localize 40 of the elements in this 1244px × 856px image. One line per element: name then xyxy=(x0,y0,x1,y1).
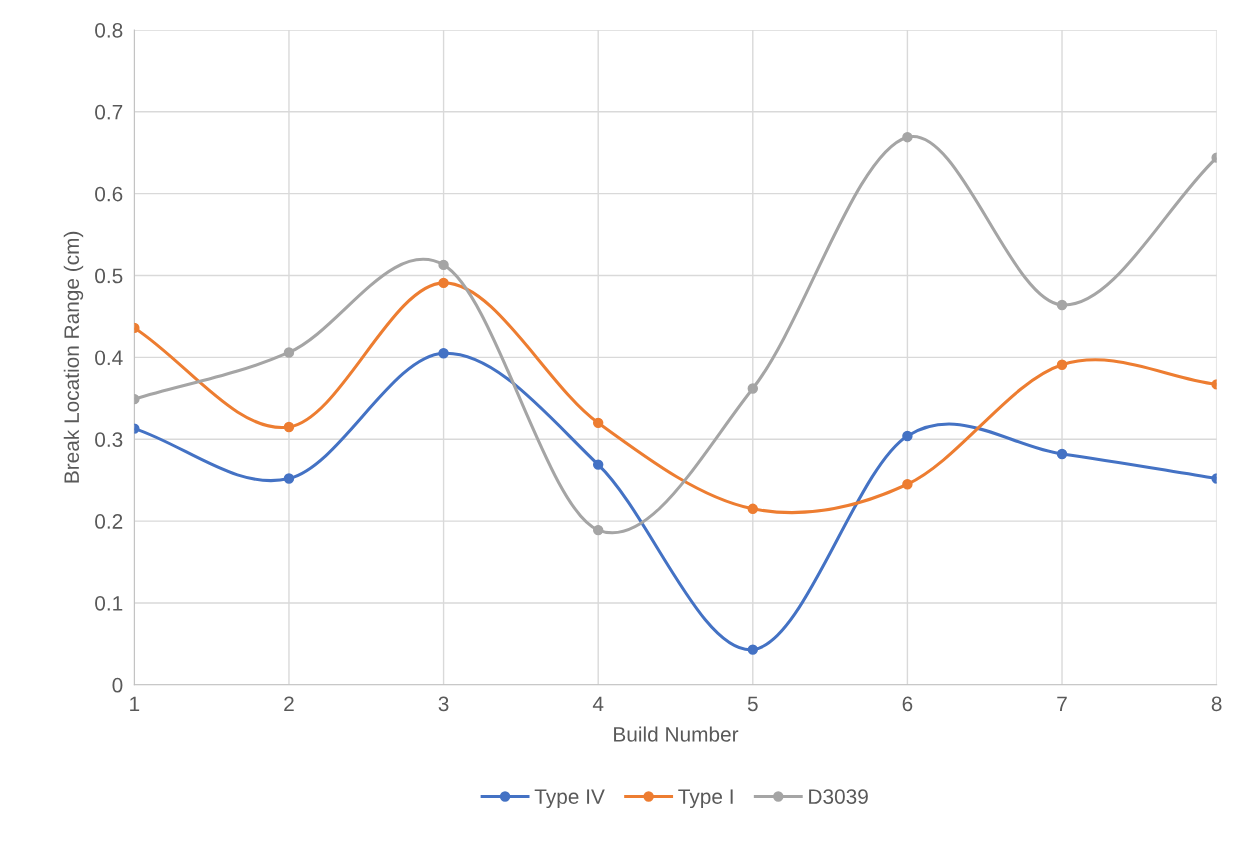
point xyxy=(747,383,759,394)
point xyxy=(902,430,913,442)
y-axis-title: Break Location Range (cm) xyxy=(63,231,84,483)
point xyxy=(283,347,295,358)
point xyxy=(902,479,913,490)
point xyxy=(438,348,449,359)
x-tick-label: 8 xyxy=(1211,696,1222,712)
point xyxy=(1056,448,1068,460)
legend-label: Type I xyxy=(678,789,733,809)
y-tick-label: 0.2 xyxy=(95,514,123,529)
x-tick-label: 5 xyxy=(747,696,758,712)
point xyxy=(283,421,295,433)
y-tick-label: 0.1 xyxy=(95,595,123,611)
point xyxy=(747,503,759,515)
legend-label: Type IV xyxy=(534,789,605,809)
point xyxy=(747,644,759,655)
x-tick-label: 6 xyxy=(902,696,913,712)
y-tick-label: 0.7 xyxy=(95,104,123,120)
point xyxy=(283,473,295,484)
x-tick-label: 7 xyxy=(1057,696,1067,712)
point xyxy=(438,277,449,289)
point xyxy=(438,259,449,271)
point xyxy=(592,459,604,470)
y-tick-label: 0.5 xyxy=(95,268,123,284)
y-tick-label: 0.6 xyxy=(95,186,123,202)
x-tick-label: 1 xyxy=(130,696,140,712)
y-tick-label: 0.4 xyxy=(95,350,123,366)
legend-label: D3039 xyxy=(809,789,868,804)
x-tick-label: 2 xyxy=(284,696,294,712)
x-tick-label: 3 xyxy=(438,696,449,712)
point xyxy=(592,417,604,429)
y-tick-label: 0.8 xyxy=(95,22,123,38)
point xyxy=(902,131,913,143)
y-tick-label: 0.3 xyxy=(95,432,123,447)
x-axis-title: Build Number xyxy=(614,726,739,742)
y-tick-label: 0 xyxy=(112,677,123,693)
point xyxy=(1056,359,1068,370)
point xyxy=(1056,299,1068,311)
point xyxy=(592,524,604,536)
x-tick-label: 4 xyxy=(592,696,604,712)
